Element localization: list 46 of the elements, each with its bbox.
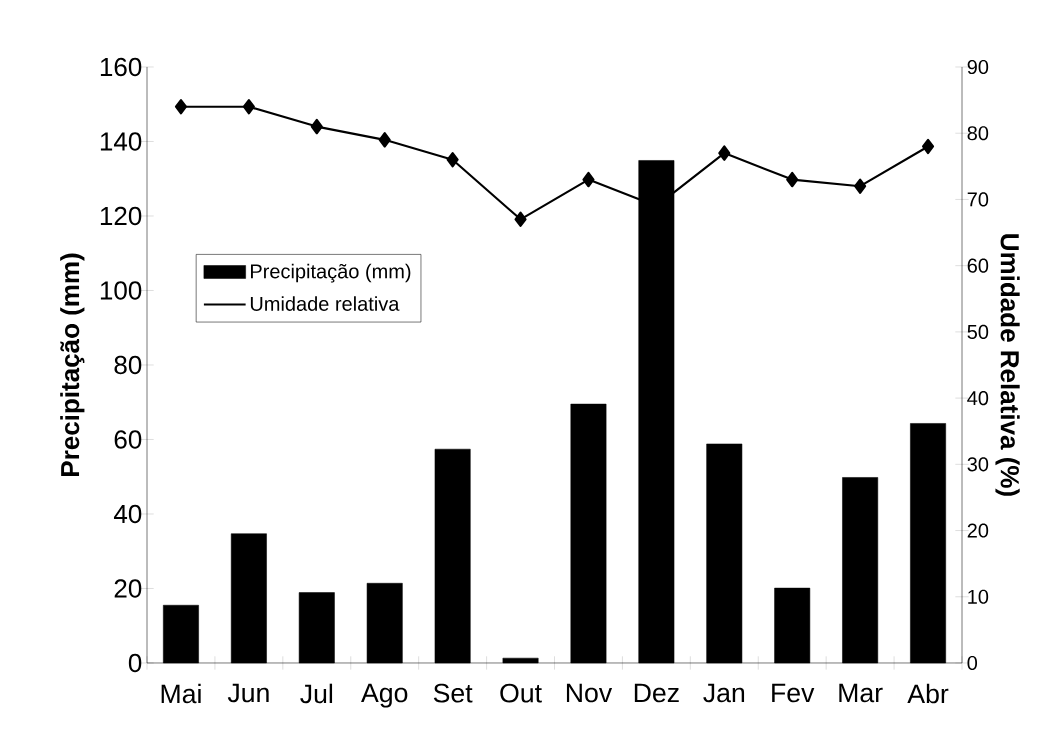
y2-tick-label: 60 (967, 258, 989, 273)
point (174, 98, 188, 115)
x-tick-label: Set (433, 683, 473, 703)
y-tick-label: 140 (100, 132, 142, 151)
y-tick-label: 20 (114, 579, 142, 598)
y-tick-label: 40 (113, 504, 142, 524)
point (446, 151, 459, 168)
x-tick-label: Fev (772, 683, 815, 703)
y2-tick-label: 20 (967, 523, 989, 538)
y2-tick-label: 70 (967, 192, 989, 207)
x-tick-label: Nov (566, 683, 613, 703)
legend-label: Umidade relativa (250, 296, 400, 311)
y-tick-label: 100 (100, 281, 142, 300)
point (310, 118, 323, 135)
x-tick-label: Jun (227, 683, 269, 703)
y2-tick-label: 30 (967, 457, 989, 472)
x-tick-label: Jul (300, 683, 333, 704)
point (921, 138, 935, 155)
y-axis-title: Precipitação (mm) (60, 253, 85, 476)
point (514, 211, 527, 228)
legend-label: Precipitação (mm) (251, 263, 411, 283)
point (786, 171, 799, 188)
y2-tick-label: 0 (967, 655, 978, 671)
y-tick-label: 160 (100, 57, 142, 77)
x-tick-label: Dez (634, 683, 679, 703)
x-tick-label: Ago (361, 683, 408, 708)
point (582, 171, 595, 188)
y2-tick-label: 90 (967, 59, 989, 75)
y2-tick-label: 80 (967, 126, 989, 141)
y-tick-label: 60 (114, 430, 142, 449)
y2-axis-title: Umidade Relativa (%) (995, 234, 1020, 496)
y-tick-label: 0 (128, 653, 142, 673)
y2-tick-label: 40 (967, 391, 989, 406)
y2-tick-label: 50 (967, 324, 989, 339)
x-tick-label: Mai (161, 683, 201, 704)
x-tick-label: Mar (839, 683, 883, 703)
point (854, 178, 867, 194)
y2-tick-label: 10 (968, 589, 989, 604)
y-tick-label: 80 (114, 355, 142, 375)
x-tick-label: Jan (703, 683, 745, 703)
x-tick-label: Abr (907, 683, 949, 704)
point (718, 145, 731, 161)
point (378, 132, 391, 148)
y-tick-label: 120 (100, 206, 142, 226)
x-tick-label: Out (500, 683, 542, 703)
point (242, 98, 255, 115)
